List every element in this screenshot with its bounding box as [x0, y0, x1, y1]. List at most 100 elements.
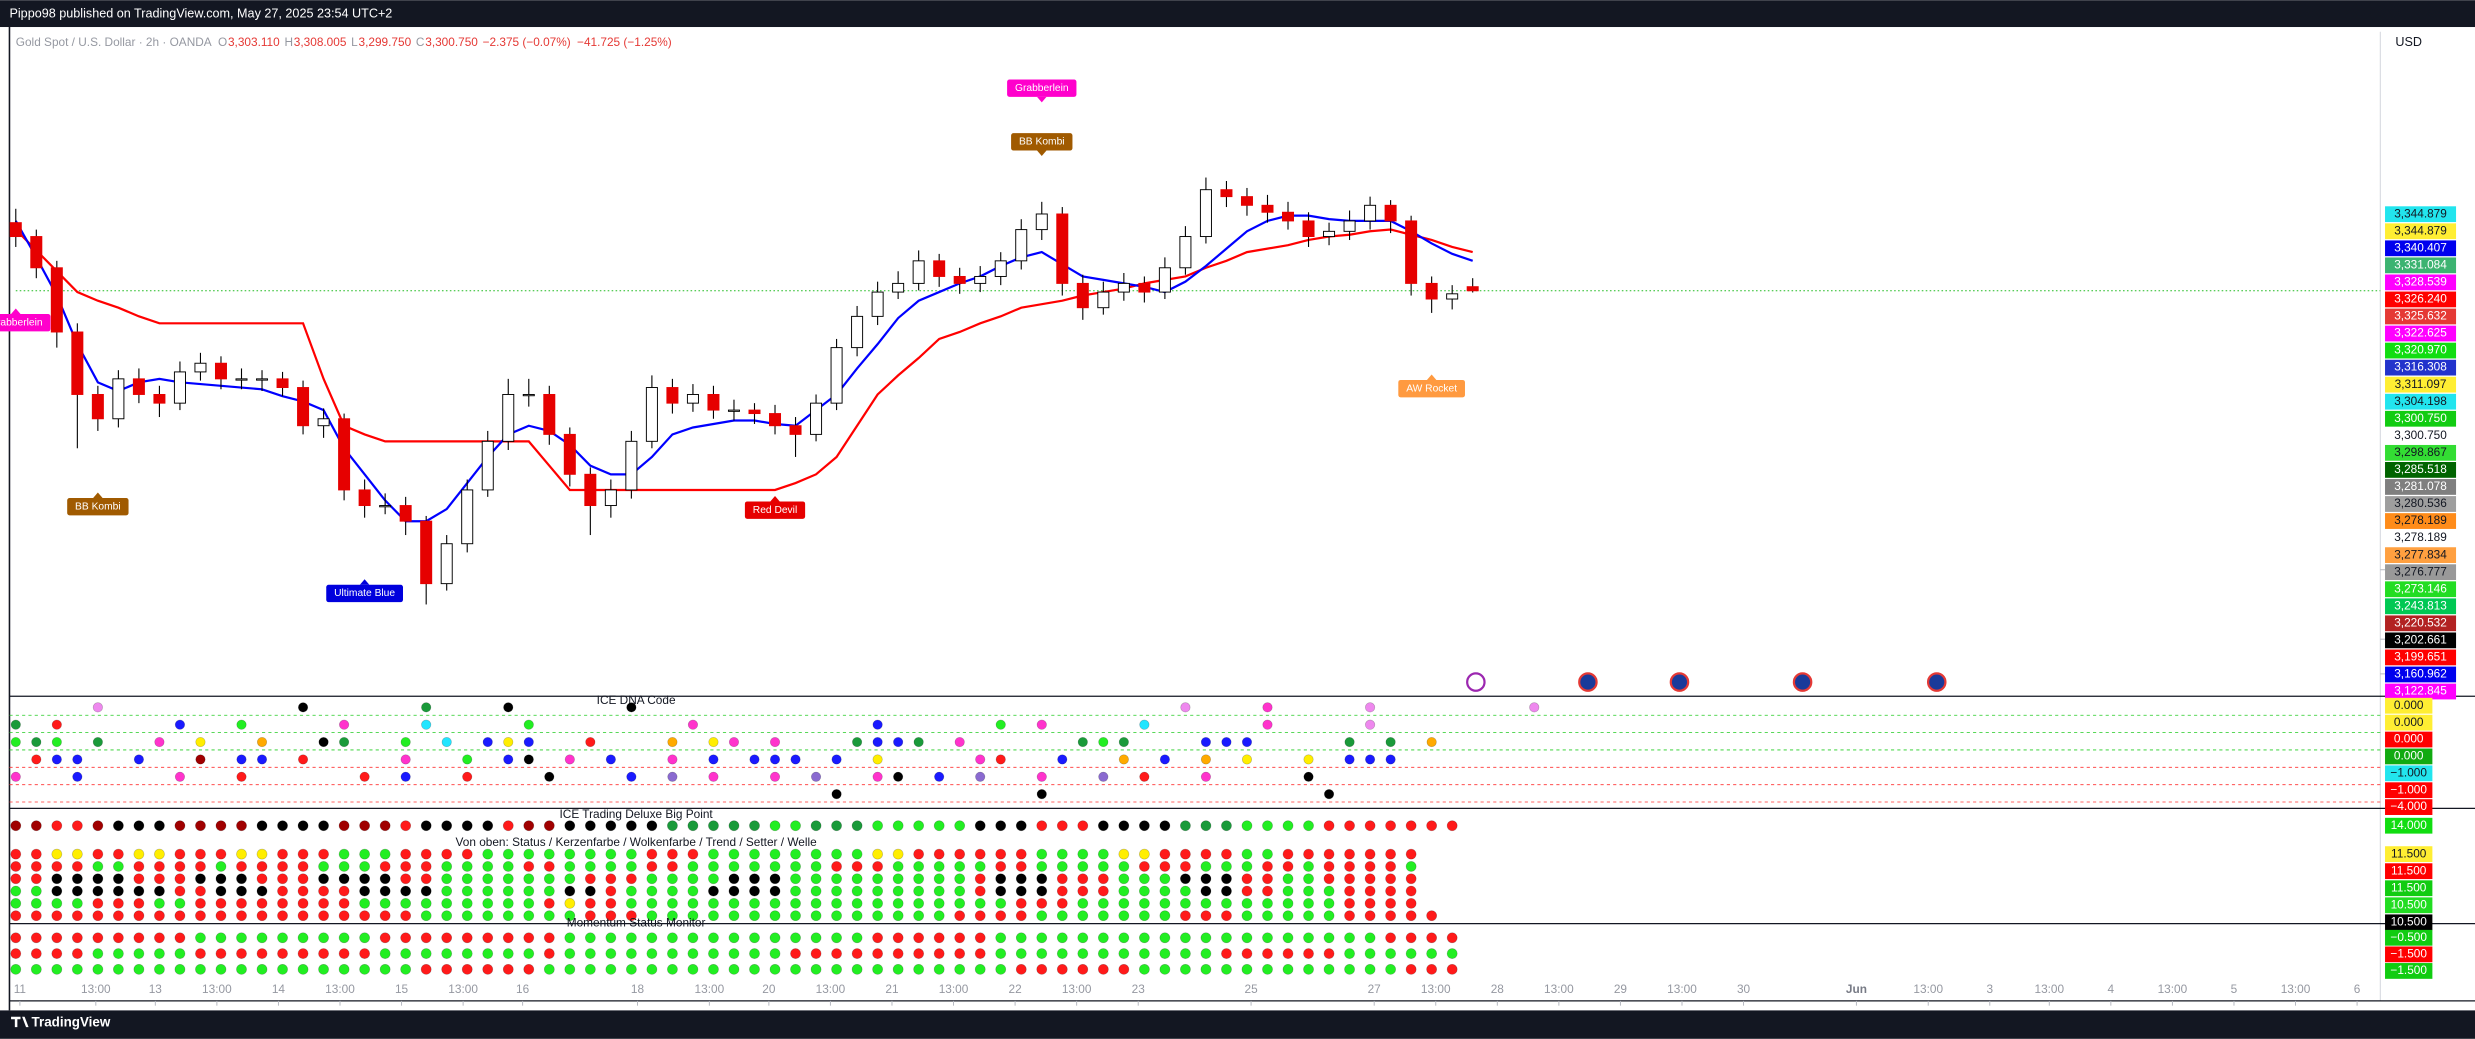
status-dot: [523, 910, 535, 922]
pane-title: ICE DNA Code: [597, 693, 676, 707]
status-dot: [215, 898, 227, 909]
status-dot: [400, 848, 412, 860]
status-dot: [728, 948, 740, 959]
status-dot: [892, 873, 904, 885]
status-dot: [769, 932, 781, 944]
status-dot: [92, 848, 104, 860]
event-icon[interactable]: [1792, 672, 1813, 692]
status-dot: [1159, 898, 1171, 909]
event-icon[interactable]: [1926, 672, 1947, 692]
event-icon[interactable]: [1669, 672, 1690, 692]
status-dot: [195, 737, 206, 748]
x-tick-label: 13:00: [81, 982, 111, 996]
status-dot: [1139, 771, 1150, 782]
status-dot: [92, 932, 104, 944]
legend-text: Gold Spot / U.S. Dollar · 2h · OANDA: [16, 35, 212, 49]
status-dot: [1036, 719, 1047, 730]
signal-text: Red Devil: [753, 505, 797, 516]
status-dot: [461, 898, 473, 909]
status-dot: [851, 873, 863, 885]
candle-body: [994, 260, 1007, 277]
status-dot: [174, 932, 186, 944]
status-dot: [1405, 861, 1417, 872]
status-dot: [667, 737, 678, 748]
status-dot: [584, 848, 596, 860]
event-icons[interactable]: [1466, 672, 1947, 692]
status-dot: [297, 898, 309, 909]
price-tag-label: 3,281.078: [2394, 479, 2447, 493]
price-tag-label: 3,311.097: [2395, 377, 2447, 391]
candle-body: [769, 413, 782, 427]
status-dot: [113, 932, 124, 944]
status-dot: [933, 873, 945, 885]
status-dot: [482, 885, 494, 897]
price-tag: [2385, 342, 2457, 359]
currency: USD: [2395, 35, 2422, 49]
status-dot: [667, 898, 678, 909]
candle-body: [584, 473, 597, 507]
status-dot: [256, 848, 268, 860]
status-dot: [420, 932, 432, 944]
status-dot: [30, 861, 42, 872]
candle-body: [871, 291, 884, 317]
status-dot: [1180, 948, 1191, 959]
candle-body: [194, 362, 207, 373]
status-dot: [708, 963, 719, 975]
status-dot: [1139, 719, 1150, 730]
status-dot: [810, 898, 822, 909]
legend-text: 3,303.110: [228, 35, 280, 49]
status-dot: [954, 898, 966, 909]
status-dot: [1221, 932, 1232, 944]
status-dot: [1262, 719, 1273, 730]
status-dot: [400, 898, 412, 909]
status-dot: [523, 873, 535, 885]
candle-body: [707, 393, 720, 411]
status-dot: [626, 885, 637, 897]
status-dot: [626, 702, 637, 713]
candle-body: [1364, 204, 1377, 222]
status-dot: [1036, 910, 1048, 922]
status-dot: [1139, 820, 1150, 832]
status-dot: [379, 910, 391, 922]
x-tick-label: 13:00: [1913, 982, 1943, 996]
legend-text: 3,300.750: [425, 35, 478, 49]
status-dot: [1241, 932, 1253, 944]
status-dot: [256, 898, 268, 909]
status-dot: [1241, 910, 1253, 922]
status-dot: [1529, 702, 1540, 713]
status-dot: [893, 737, 904, 748]
pane-tag-label: −1.000: [2390, 782, 2427, 796]
pane-tag-label: −1.000: [2390, 765, 2427, 779]
status-dot: [30, 898, 42, 909]
candle-body: [214, 362, 227, 380]
signal-label: Ultimate Blue: [326, 579, 403, 603]
status-dot: [646, 861, 658, 872]
status-dot: [995, 873, 1007, 885]
status-dot: [974, 910, 986, 922]
status-dot: [1036, 861, 1048, 872]
status-dot: [133, 910, 145, 922]
status-dot: [133, 861, 145, 872]
status-dot: [10, 873, 22, 885]
status-dot: [810, 963, 822, 975]
status-dot: [256, 737, 268, 748]
status-dot: [1282, 873, 1294, 885]
status-dot: [687, 963, 699, 975]
status-dot: [236, 932, 247, 944]
status-dot: [420, 963, 432, 975]
status-dot: [1241, 948, 1253, 959]
price-tag-label: 3,300.750: [2394, 428, 2447, 442]
pane-tag: [2385, 817, 2433, 834]
status-dot: [1364, 820, 1376, 832]
brand[interactable]: TradingView: [32, 1015, 111, 1030]
x-tick-label: 13:00: [1667, 982, 1697, 996]
status-dot: [277, 898, 288, 909]
status-dot: [318, 848, 329, 860]
pane-tag-label: 11.500: [2391, 846, 2427, 860]
event-icon[interactable]: [1466, 672, 1486, 692]
candle-body: [625, 440, 638, 491]
event-icon[interactable]: [1578, 672, 1598, 692]
x-tick-label: 13:00: [2281, 982, 2311, 996]
